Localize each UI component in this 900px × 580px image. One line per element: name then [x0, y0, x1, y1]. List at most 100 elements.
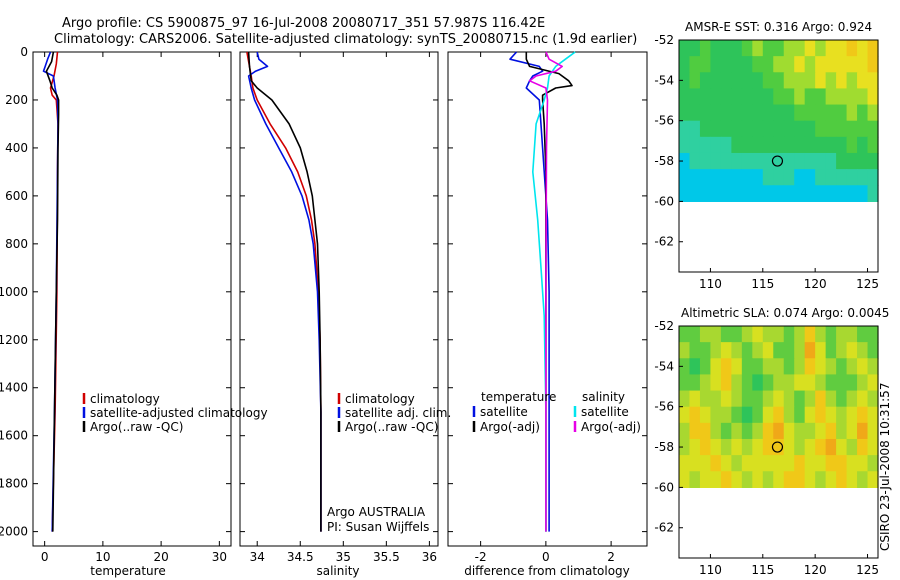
heatmap-cell	[857, 390, 869, 408]
heatmap-cell	[741, 438, 753, 456]
heatmap-cell	[762, 406, 774, 424]
heatmap-cell	[867, 152, 879, 170]
heatmap-cell	[762, 104, 774, 122]
heatmap-cell	[731, 72, 743, 90]
heatmap-cell	[679, 104, 691, 122]
series-line-climatology	[246, 51, 322, 532]
csiro-timestamp: CSIRO 23-Jul-2008 10:31:57	[878, 383, 892, 551]
temperature-axes	[32, 51, 232, 547]
heatmap-cell	[689, 169, 701, 186]
heatmap-cell	[679, 152, 691, 170]
heatmap-cell	[720, 56, 732, 73]
heatmap-cell	[741, 358, 753, 376]
heatmap-cell	[689, 40, 701, 57]
y-tick-label: 200	[5, 93, 28, 107]
heatmap-cell	[836, 136, 848, 154]
heatmap-cell	[867, 374, 879, 392]
heatmap-cell	[815, 56, 827, 73]
heatmap-cell	[867, 40, 879, 57]
heatmap-cell	[720, 390, 732, 408]
pi-annotation: PI: Susan Wijffels	[327, 520, 429, 534]
sla-map-plot: 110 115 120 125 -52 -54 -56 -58 -60 -62	[654, 319, 879, 577]
heatmap-cell	[762, 185, 774, 202]
y-tick-label: -56	[654, 114, 674, 128]
heatmap-cell	[710, 326, 722, 343]
heatmap-cell	[857, 104, 869, 122]
heatmap-cell	[836, 72, 848, 90]
heatmap-cell	[815, 40, 827, 57]
heatmap-cell	[857, 40, 869, 57]
x-tick-label: 20	[153, 550, 168, 564]
heatmap-cell	[720, 152, 732, 170]
heatmap-cell	[867, 471, 879, 488]
heatmap-cell	[804, 152, 816, 170]
heatmap-cell	[731, 342, 743, 359]
heatmap-cell	[773, 422, 785, 440]
figure-title-line1: Argo profile: CS 5900875_97 16-Jul-2008 …	[62, 16, 545, 31]
heatmap-cell	[752, 56, 764, 73]
heatmap-cell	[773, 185, 785, 202]
heatmap-cell	[783, 185, 795, 202]
heatmap-cell	[679, 40, 691, 57]
heatmap-cell	[689, 438, 701, 456]
heatmap-cell	[710, 72, 722, 90]
heatmap-cell	[679, 406, 691, 424]
heatmap-cell	[783, 169, 795, 186]
heatmap-cell	[825, 169, 837, 186]
heatmap-cell	[689, 56, 701, 73]
heatmap-cell	[689, 326, 701, 343]
heatmap-cell	[731, 455, 743, 472]
heatmap-cell	[773, 326, 785, 343]
y-tick-label: 1400	[0, 381, 28, 395]
heatmap-cell	[762, 358, 774, 376]
map-frame	[678, 39, 879, 273]
heatmap-cell	[699, 72, 712, 90]
heatmap-cell	[699, 120, 712, 138]
heatmap-cell	[689, 136, 701, 154]
heatmap-cell	[720, 342, 732, 359]
y-tick-label: 0	[20, 45, 28, 59]
heatmap-cell	[804, 342, 816, 359]
heatmap-cell	[752, 438, 764, 456]
heatmap-cell	[720, 422, 732, 440]
heatmap-cell	[836, 326, 848, 343]
heatmap-cell	[836, 455, 848, 472]
heatmap-cell	[836, 88, 848, 106]
heatmap-cell	[857, 56, 869, 73]
heatmap-cell	[762, 342, 774, 359]
heatmap-cell	[773, 406, 785, 424]
x-tick-label: 35	[336, 550, 351, 564]
heatmap-cell	[762, 471, 774, 488]
salinity-plot: 34 34.5 35 35.5 36	[240, 51, 438, 564]
heatmap-cell	[720, 326, 732, 343]
heatmap-cell	[825, 422, 837, 440]
y-tick-label: -60	[654, 480, 674, 494]
y-tick-label: 1600	[0, 429, 28, 443]
heatmap-cell	[815, 358, 827, 376]
heatmap-cell	[794, 342, 806, 359]
heatmap-cell	[679, 136, 691, 154]
heatmap-cell	[710, 406, 722, 424]
heatmap-cell	[741, 40, 753, 57]
heatmap-cell	[741, 120, 753, 138]
heatmap-cell	[710, 88, 722, 106]
heatmap-cell	[846, 169, 858, 186]
heatmap-cell	[815, 88, 827, 106]
heatmap-cell	[699, 390, 712, 408]
heatmap-cell	[689, 406, 701, 424]
heatmap-cell	[689, 120, 701, 138]
heatmap-cell	[679, 185, 691, 202]
sst-map-title: AMSR-E SST: 0.316 Argo: 0.924	[685, 20, 872, 34]
heatmap-cell	[679, 56, 691, 73]
heatmap-cell	[762, 152, 774, 170]
heatmap-cell	[783, 56, 795, 73]
legend-label-satellite: satellite adj. clim.	[345, 406, 451, 420]
heatmap-cell	[857, 185, 869, 202]
heatmap-cell	[710, 120, 722, 138]
legend-label-temp-satellite: satellite	[480, 405, 528, 419]
heatmap-cell	[731, 120, 743, 138]
heatmap-cell	[857, 374, 869, 392]
heatmap-cell	[731, 471, 743, 488]
y-tick-label: 1800	[0, 477, 28, 491]
heatmap-cell	[783, 40, 795, 57]
